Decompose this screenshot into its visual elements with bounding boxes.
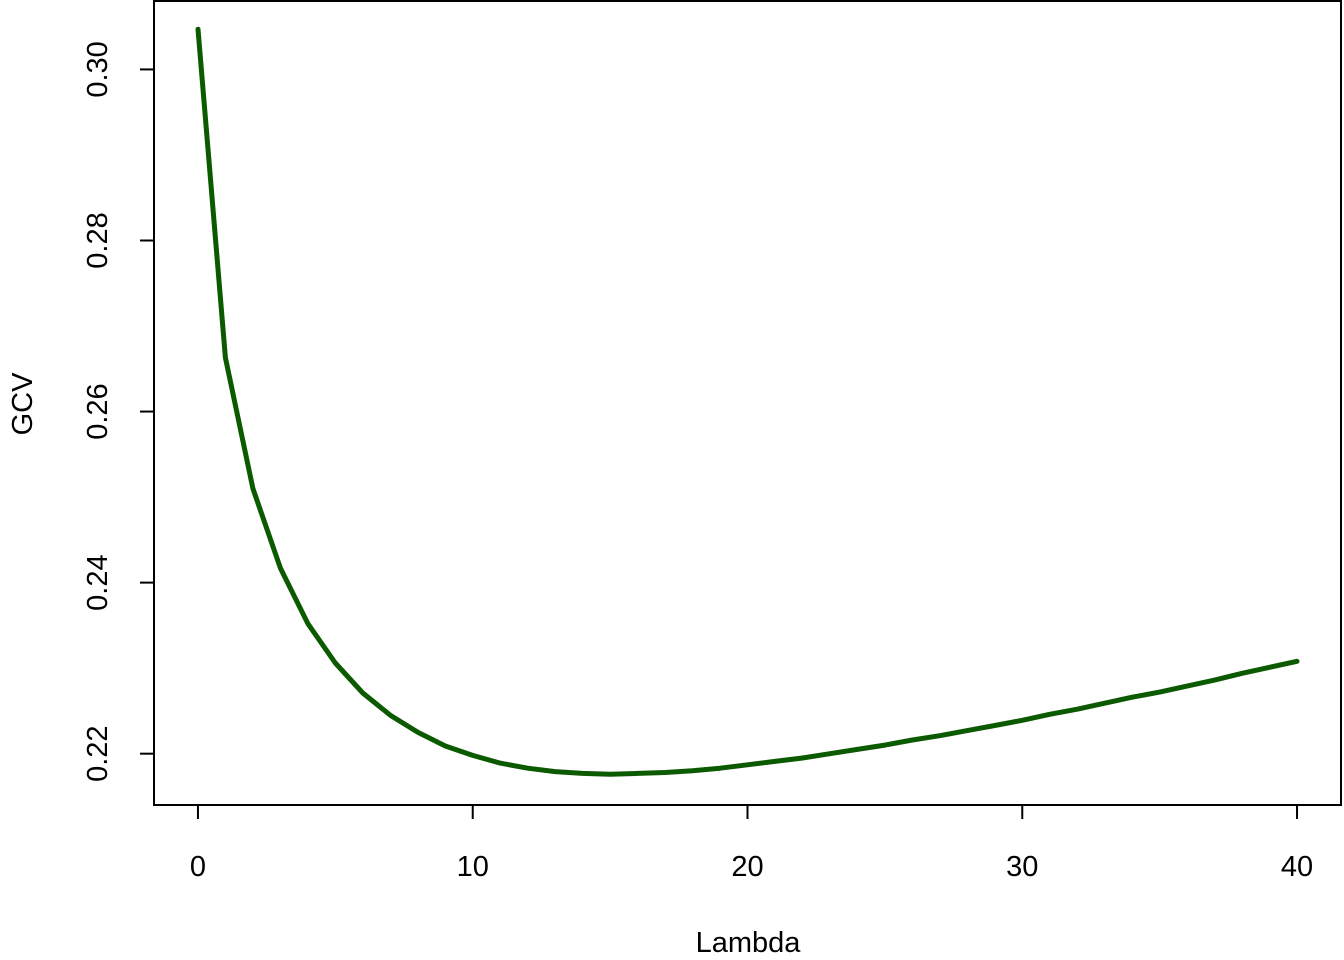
x-tick-label: 40 — [1281, 851, 1313, 883]
y-tick-label: 0.22 — [82, 725, 114, 781]
x-axis-title: Lambda — [696, 927, 802, 959]
x-tick-label: 0 — [190, 851, 206, 883]
series-layer — [195, 26, 1300, 777]
x-axis: 0 10 20 30 40 — [190, 804, 1313, 883]
x-tick-label: 10 — [457, 851, 489, 883]
x-tick-label: 20 — [731, 851, 763, 883]
y-tick-label: 0.28 — [82, 212, 114, 268]
y-tick-label: 0.24 — [82, 554, 114, 610]
x-tick-label: 30 — [1006, 851, 1038, 883]
y-tick-label: 0.30 — [82, 41, 114, 97]
y-axis: 0.22 0.24 0.26 0.28 0.30 — [82, 41, 155, 782]
y-tick-label: 0.26 — [82, 383, 114, 439]
y-axis-title: GCV — [7, 372, 39, 436]
gcv-series-line — [195, 26, 1300, 777]
plot-frame — [153, 0, 1342, 806]
